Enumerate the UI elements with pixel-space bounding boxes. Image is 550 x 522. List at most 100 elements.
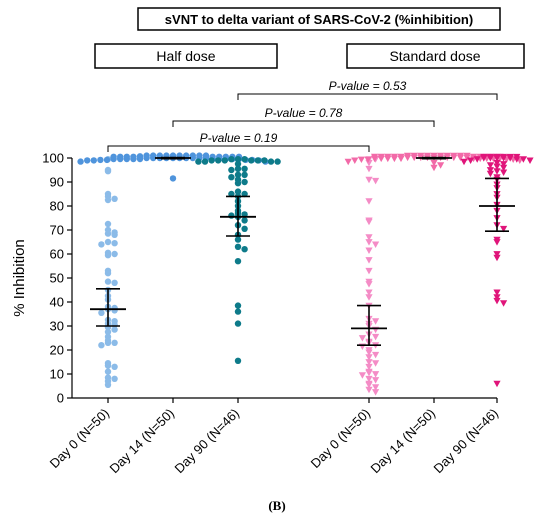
- data-point: [365, 239, 373, 246]
- data-point: [241, 225, 248, 232]
- data-point: [77, 158, 84, 165]
- data-point: [372, 377, 380, 384]
- data-point: [365, 363, 373, 371]
- data-point: [234, 236, 242, 243]
- data-point: [365, 375, 373, 383]
- x-tick-label: Day 14 (N=50): [106, 406, 177, 477]
- data-point: [123, 155, 130, 163]
- data-point: [372, 371, 380, 378]
- data-point: [493, 159, 501, 167]
- data-point: [234, 188, 242, 195]
- chart-title: sVNT to delta variant of SARS-CoV-2 (%in…: [165, 12, 473, 27]
- data-point: [365, 198, 373, 205]
- y-tick-label: 30: [50, 319, 64, 334]
- data-point: [500, 300, 508, 307]
- data-point: [201, 158, 209, 165]
- data-point: [358, 335, 366, 342]
- y-tick-label: 90: [50, 175, 64, 190]
- data-point: [104, 339, 112, 346]
- data-point: [500, 164, 508, 172]
- data-point: [111, 279, 118, 286]
- y-axis-label: % Inhibition: [11, 239, 28, 317]
- data-point: [372, 389, 380, 396]
- x-tick-label: Day 90 (N=46): [430, 406, 501, 477]
- data-point: [365, 176, 373, 184]
- bracket-line: [237, 93, 498, 100]
- data-point: [372, 318, 380, 325]
- data-point: [404, 154, 412, 162]
- data-point: [254, 157, 261, 164]
- data-point: [267, 158, 275, 165]
- data-point: [104, 278, 112, 285]
- x-axis-ticks: Day 0 (N=50)Day 14 (N=50)Day 90 (N=46) Da…: [47, 398, 501, 477]
- data-point: [104, 196, 112, 204]
- data-point: [365, 257, 373, 264]
- data-point: [397, 155, 405, 163]
- data-point: [486, 170, 494, 178]
- data-point: [365, 354, 373, 361]
- data-point: [377, 155, 385, 163]
- data-point: [493, 155, 501, 162]
- data-point: [104, 230, 112, 237]
- data-point: [130, 155, 137, 163]
- data-point: [493, 251, 501, 258]
- data-point: [493, 289, 501, 296]
- data-point: [111, 250, 118, 258]
- data-point: [98, 241, 105, 248]
- x-tick-label: Day 0 (N=50): [47, 406, 113, 472]
- data-point: [519, 156, 527, 163]
- data-point: [208, 157, 215, 164]
- data-point: [450, 154, 458, 162]
- data-point: [493, 239, 501, 246]
- data-point: [274, 158, 281, 165]
- data-point: [365, 165, 373, 173]
- data-point: [241, 171, 248, 178]
- data-point: [228, 174, 235, 181]
- data-point: [365, 359, 373, 366]
- data-point: [234, 243, 242, 250]
- data-point: [500, 155, 508, 162]
- data-point: [500, 169, 508, 176]
- bracket-line: [107, 145, 370, 152]
- data-point: [410, 154, 418, 162]
- data-point: [364, 156, 372, 163]
- data-point: [372, 333, 380, 341]
- data-point: [169, 175, 177, 182]
- data-point: [97, 156, 104, 164]
- data-point: [430, 164, 438, 172]
- y-tick-label: 10: [50, 367, 64, 382]
- comparison-brackets: P-value = 0.19 P-value = 0.78 P-value = …: [107, 79, 498, 152]
- data-point: [460, 158, 468, 166]
- data-point: [104, 252, 112, 259]
- data-point: [372, 384, 380, 391]
- panel-label: (B): [268, 498, 285, 513]
- data-point: [493, 254, 501, 262]
- data-point: [241, 178, 248, 186]
- data-point: [506, 155, 514, 162]
- data-point: [365, 386, 373, 394]
- data-point: [234, 320, 242, 327]
- data-point: [493, 380, 501, 388]
- data-point: [351, 157, 359, 164]
- y-tick-label: 20: [50, 343, 64, 358]
- data-point: [111, 339, 118, 346]
- data-point: [357, 156, 365, 163]
- data-point: [493, 294, 501, 301]
- data-point: [228, 212, 235, 219]
- data-point: [365, 218, 373, 226]
- data-point: [365, 294, 373, 301]
- data-point: [111, 231, 118, 238]
- data-point: [513, 156, 521, 163]
- data-point: [248, 157, 255, 164]
- p-value-label: P-value = 0.53: [329, 79, 407, 93]
- data-point: [104, 328, 112, 336]
- bracket-line: [172, 120, 435, 127]
- data-point: [234, 160, 242, 168]
- title-box: [137, 7, 501, 31]
- data-point: [104, 362, 112, 369]
- x-tick-label: Day 14 (N=50): [367, 406, 438, 477]
- y-tick-label: 70: [50, 223, 64, 238]
- data-point: [234, 156, 242, 163]
- data-point: [234, 302, 242, 309]
